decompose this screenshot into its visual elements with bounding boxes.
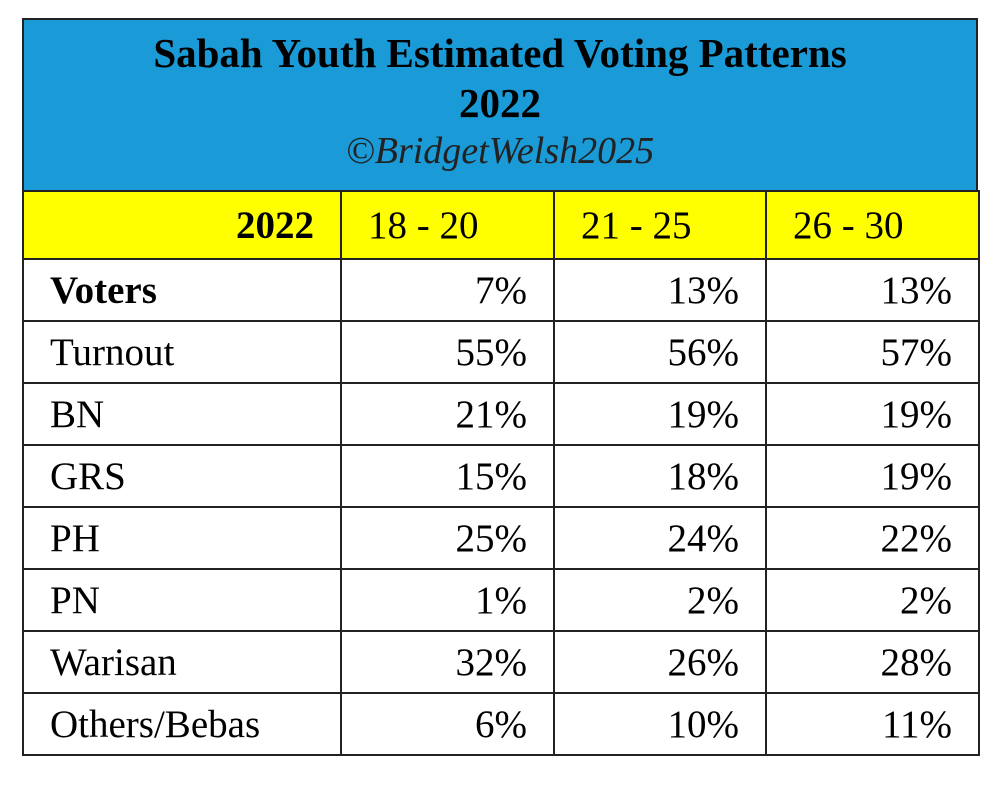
cell: 22% [765, 506, 980, 570]
row-label: PH [22, 506, 342, 570]
cell: 57% [765, 320, 980, 384]
cell: 56% [553, 320, 767, 384]
cell: 55% [340, 320, 555, 384]
cell: 13% [765, 258, 980, 322]
row-label: Voters [22, 258, 342, 322]
table-row: Warisan 32% 26% 28% [22, 630, 980, 694]
table-row: GRS 15% 18% 19% [22, 444, 980, 508]
column-header: 2022 [22, 190, 342, 260]
data-table: 2022 18 - 20 21 - 25 26 - 30 Voters 7% 13% 13% T… [22, 190, 980, 756]
cell: 13% [553, 258, 767, 322]
cell: 25% [340, 506, 555, 570]
cell: 18% [553, 444, 767, 508]
cell: 10% [553, 692, 767, 756]
column-header: 18 - 20 [340, 190, 555, 260]
cell: 19% [553, 382, 767, 446]
cell: 6% [340, 692, 555, 756]
header-row: 2022 18 - 20 21 - 25 26 - 30 [22, 190, 980, 260]
cell: 24% [553, 506, 767, 570]
cell: 21% [340, 382, 555, 446]
cell: 7% [340, 258, 555, 322]
cell: 26% [553, 630, 767, 694]
row-label: BN [22, 382, 342, 446]
row-label: Warisan [22, 630, 342, 694]
table-row: Others/Bebas 6% 10% 11% [22, 692, 980, 756]
cell: 28% [765, 630, 980, 694]
table-row: BN 21% 19% 19% [22, 382, 980, 446]
table-row: Voters 7% 13% 13% [22, 258, 980, 322]
table-body: 2022 18 - 20 21 - 25 26 - 30 Voters 7% 13% 13% T… [22, 190, 980, 756]
cell: 2% [553, 568, 767, 632]
title-block: Sabah Youth Estimated Voting Patterns 20… [22, 18, 978, 190]
cell: 11% [765, 692, 980, 756]
credit: ©BridgetWelsh2025 [345, 130, 655, 172]
table-row: PN 1% 2% 2% [22, 568, 980, 632]
row-label: Turnout [22, 320, 342, 384]
row-label: Others/Bebas [22, 692, 342, 756]
row-label: PN [22, 568, 342, 632]
table-card: Sabah Youth Estimated Voting Patterns 20… [22, 18, 980, 756]
title-year: 2022 [459, 80, 541, 126]
column-header: 21 - 25 [553, 190, 767, 260]
cell: 19% [765, 382, 980, 446]
cell: 32% [340, 630, 555, 694]
column-header: 26 - 30 [765, 190, 980, 260]
title: Sabah Youth Estimated Voting Patterns [153, 30, 847, 76]
cell: 15% [340, 444, 555, 508]
cell: 2% [765, 568, 980, 632]
cell: 1% [340, 568, 555, 632]
table-row: PH 25% 24% 22% [22, 506, 980, 570]
row-label: GRS [22, 444, 342, 508]
cell: 19% [765, 444, 980, 508]
table-row: Turnout 55% 56% 57% [22, 320, 980, 384]
